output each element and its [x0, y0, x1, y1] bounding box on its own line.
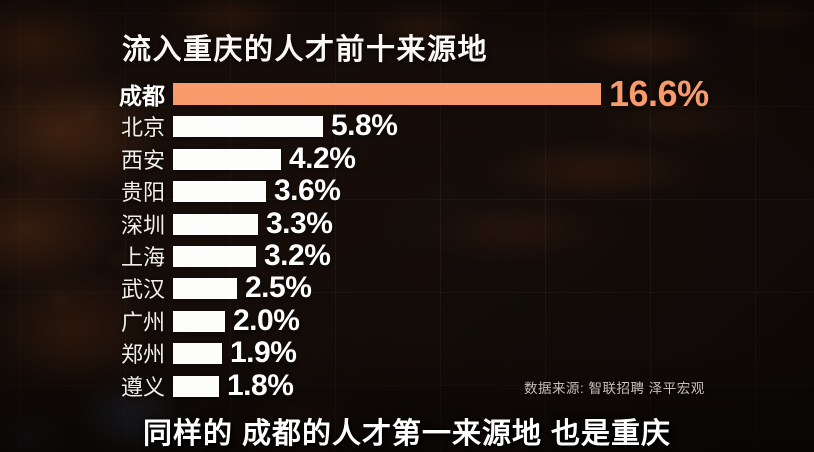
bar: [173, 213, 258, 235]
bar-label: 深圳: [120, 213, 165, 238]
bar-label: 贵阳: [120, 180, 165, 205]
bar-row: 北京 5.8%: [0, 109, 398, 142]
data-source-note: 数据来源: 智联招聘 泽平宏观: [524, 381, 705, 396]
bar-value: 2.5%: [245, 271, 312, 304]
bar-value: 3.6%: [274, 174, 341, 207]
bar-value: 1.9%: [230, 336, 297, 369]
subtitle-caption: 同样的 成都的人才第一来源地 也是重庆: [142, 418, 672, 450]
chart-title: 流入重庆的人才前十来源地: [122, 34, 489, 66]
bar-row: 贵阳 3.6%: [0, 174, 341, 207]
bar-row: 深圳 3.3%: [0, 207, 333, 240]
bar-value: 3.2%: [264, 239, 331, 272]
bar-label: 广州: [120, 310, 165, 335]
bar: [173, 342, 222, 364]
bar-row: 遵义 1.8%: [0, 369, 294, 402]
bar-row: 广州 2.0%: [0, 304, 300, 337]
bar: [173, 310, 225, 332]
bar: [173, 83, 601, 105]
bar-row: 郑州 1.9%: [0, 336, 297, 369]
bar: [173, 375, 219, 397]
bar: [173, 115, 323, 137]
bar: [173, 180, 266, 202]
bar-value: 5.8%: [331, 109, 398, 142]
bar-value: 2.0%: [233, 304, 300, 337]
bar-label: 武汉: [120, 277, 165, 302]
bar: [173, 245, 256, 267]
bar-row: 上海 3.2%: [0, 239, 331, 272]
bar-row: 成都 16.6%: [0, 73, 709, 114]
bar-label: 郑州: [120, 342, 165, 367]
bar-label: 成都: [119, 83, 165, 109]
bar-label: 西安: [120, 148, 165, 173]
bar-label: 上海: [120, 245, 165, 270]
bar-row: 西安 4.2%: [0, 142, 356, 175]
bar-value: 1.8%: [227, 369, 294, 402]
bar-row: 武汉 2.5%: [0, 271, 312, 304]
bar: [173, 277, 237, 299]
bar-value: 3.3%: [266, 207, 333, 240]
bar-value: 16.6%: [609, 73, 709, 114]
bar: [173, 148, 281, 170]
bar-value: 4.2%: [289, 142, 356, 175]
bar-label: 遵义: [120, 375, 165, 400]
bar-label: 北京: [120, 115, 165, 140]
